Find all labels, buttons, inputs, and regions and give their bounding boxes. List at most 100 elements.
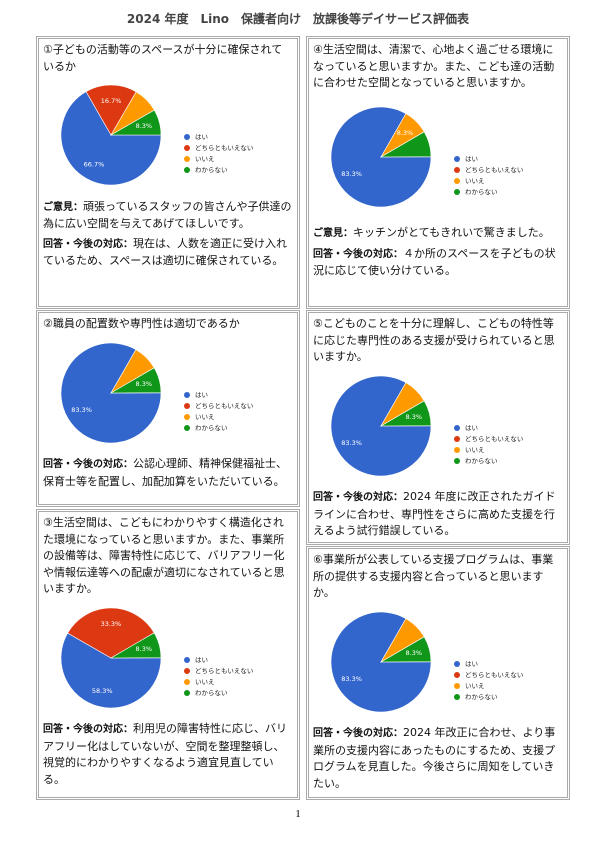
legend-swatch xyxy=(454,671,460,678)
legend-label: いいえ xyxy=(195,155,215,163)
panel: ②職員の配置数や専門性は適切であるか 83.3% 8.3% はいどちらともいえない いい… xyxy=(36,310,300,507)
question: ⑤こどものことを十分に理解し、こどもの特性等に応じた専門性のある支援が受けられて… xyxy=(313,317,555,363)
comment-text: ４か所のスペースを子どもの状況に応じて使い分けている。 xyxy=(313,246,556,278)
legend-swatch xyxy=(454,166,460,173)
legend-label: どちらともいえない xyxy=(465,435,523,443)
slice-label: 83.3% xyxy=(341,439,362,447)
legend-label: どちらともいえない xyxy=(465,671,523,679)
comment-label: ご意見： xyxy=(313,228,353,239)
legend-label: わからない xyxy=(465,188,498,196)
legend-label: いいえ xyxy=(195,413,215,421)
legend-label: いいえ xyxy=(465,177,485,185)
slice-label: 8.3% xyxy=(397,128,414,136)
comment-text: 現在は、人数を適正に受け入れているため、スペースは適切に確保されている。 xyxy=(43,236,287,268)
comment-text: 2024 年改正に合わせ、より事業所の支援内容にあったものにするため、支援プログ… xyxy=(313,726,556,790)
question: ⑥事業所が公表している支援プログラムは、事業所の提供する支援内容と合っていると思… xyxy=(313,553,554,599)
slice-label: 83.3% xyxy=(341,675,362,683)
pie-slice xyxy=(379,399,432,426)
pie-slice xyxy=(60,632,162,708)
legend-swatch xyxy=(454,660,460,667)
legend-swatch xyxy=(454,446,460,453)
comment: 回答・今後の対応：2024 年改正に合わせ、より事業所の支援内容にあったものにす… xyxy=(313,725,563,792)
comment-text: 2024 年度に改正されたガイドラインに合わせ、専門性をさらに高めた支援を行える… xyxy=(313,490,556,537)
legend-swatch xyxy=(184,656,190,663)
comment-label: ご意見： xyxy=(43,201,83,213)
pie-slice xyxy=(109,366,162,393)
slice-label: 8.3% xyxy=(136,380,153,388)
legend-label: はい xyxy=(195,656,208,664)
pie-slice xyxy=(67,607,155,658)
panel: ⑤こどものことを十分に理解し、こどもの特性等に応じた専門性のある支援が受けられて… xyxy=(306,310,570,545)
page-title: 2024 年度 Lino 保護者向け 放課後等デイサービス評価表 xyxy=(126,12,470,26)
legend-label: はい xyxy=(465,424,478,432)
question: ①子どもの活動等のスペースが十分に確保されているか xyxy=(43,43,283,73)
slice-label: 16.7% xyxy=(101,97,122,105)
comment-label: 回答・今後の対応： xyxy=(43,238,133,250)
legend-label: どちらともいえない xyxy=(465,166,523,174)
slice-label: 33.3% xyxy=(101,620,122,628)
legend-swatch xyxy=(184,402,190,409)
legend-swatch xyxy=(454,188,460,195)
pie-slice xyxy=(379,130,432,157)
legend-swatch xyxy=(454,155,460,162)
panel: ④生活空間は、清潔で、心地よく過ごせる環境になっていると思いますか。また、こども… xyxy=(306,36,570,309)
legend-label: わからない xyxy=(465,457,498,465)
legend-swatch xyxy=(454,693,460,700)
legend-label: わからない xyxy=(195,166,228,174)
panel: ⑥事業所が公表している支援プログラムは、事業所の提供する支援内容と合っていると思… xyxy=(306,546,570,800)
comment-label: 回答・今後の対応： xyxy=(313,492,403,503)
legend-label: はい xyxy=(465,660,478,668)
comment: 回答・今後の対応：４か所のスペースを子どもの状況に応じて使い分けている。 xyxy=(313,246,563,280)
legend-swatch xyxy=(184,134,190,140)
comment-text: 頑張っているスタッフの皆さんや子供達の為に広い空間を与えてあげてほしいです。 xyxy=(43,199,292,231)
comment-text: 公認心理師、精神保健福祉士、保育士等を配置し、加配加算をいただいている。 xyxy=(43,457,287,488)
comment-label: 回答・今後の対応： xyxy=(43,724,133,735)
slice-label: 8.3% xyxy=(406,649,423,657)
legend-label: はい xyxy=(195,391,208,399)
legend-label: わからない xyxy=(465,693,498,701)
legend-swatch xyxy=(454,435,460,442)
legend-label: どちらともいえない xyxy=(195,144,253,152)
slice-label: 83.3% xyxy=(341,170,362,178)
comment-label: 回答・今後の対応： xyxy=(43,459,133,470)
legend-label: どちらともいえない xyxy=(195,667,253,675)
comment-label: 回答・今後の対応： xyxy=(313,248,403,260)
legend-swatch xyxy=(184,667,190,674)
legend-swatch xyxy=(184,689,190,696)
legend-label: どちらともいえない xyxy=(195,402,253,410)
slice-label: 83.3% xyxy=(71,406,92,414)
legend-swatch xyxy=(184,678,190,685)
legend-label: いいえ xyxy=(465,446,485,454)
legend-swatch xyxy=(184,145,190,151)
pie-slice xyxy=(109,109,162,136)
legend-swatch xyxy=(454,177,460,184)
legend-swatch xyxy=(184,156,190,162)
slice-label: 8.3% xyxy=(406,413,423,421)
legend-label: わからない xyxy=(195,689,228,697)
slice-label: 58.3% xyxy=(92,686,113,694)
comment-text: キッチンがとてもきれいで驚きました。 xyxy=(353,226,550,239)
comment-text: 利用児の障害特性に応じ、バリアフリー化はしていないが、空間を整理整頓し、視覚的に… xyxy=(43,722,287,786)
comment: 回答・今後の対応：現在は、人数を適正に受け入れているため、スペースは適切に確保さ… xyxy=(43,236,293,270)
panel: ③生活空間は、こどもにわかりやすく構造化された環境になっていると思いますか。また… xyxy=(36,509,300,800)
legend-label: はい xyxy=(465,155,478,163)
legend-label: はい xyxy=(195,133,208,141)
legend-swatch xyxy=(454,424,460,431)
legend-swatch xyxy=(184,167,190,173)
pie-slice xyxy=(379,635,432,662)
question: ②職員の配置数や専門性は適切であるか xyxy=(43,317,240,330)
legend-swatch xyxy=(184,424,190,431)
legend-label: わからない xyxy=(195,424,228,432)
legend-label: いいえ xyxy=(195,678,215,686)
question: ④生活空間は、清潔で、心地よく過ごせる環境になっていると思いますか。また、こども… xyxy=(313,43,555,89)
pie-slice xyxy=(85,84,137,136)
slice-label: 66.7% xyxy=(84,160,105,168)
slice-label: 8.3% xyxy=(136,122,153,130)
